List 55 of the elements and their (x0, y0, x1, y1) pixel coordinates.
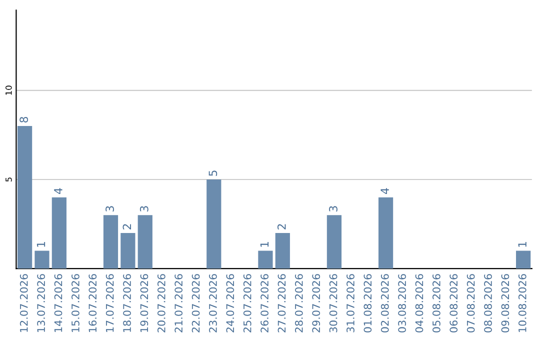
data-label: 3 (106, 206, 114, 212)
bar (52, 197, 66, 269)
data-label: 8 (20, 116, 28, 123)
x-tick-label: 29.07.2026 (312, 274, 320, 332)
x-tick-label: 02.08.2026 (380, 274, 389, 332)
x-tick-label: 14.07.2026 (54, 274, 62, 332)
x-tick-label: 09.08.2026 (501, 274, 510, 332)
x-tick-label: 17.07.2026 (106, 274, 114, 332)
data-label: 2 (122, 224, 131, 230)
x-tick-label: 30.07.2026 (329, 274, 338, 332)
data-label: 1 (518, 242, 526, 247)
x-tick-label: 22.07.2026 (192, 274, 200, 332)
data-label: 4 (380, 188, 389, 194)
x-tick-label: 24.07.2026 (226, 274, 234, 332)
x-tick-label: 31.07.2026 (346, 274, 354, 332)
x-tick-label: 27.07.2026 (278, 274, 286, 332)
data-label: 5 (208, 170, 218, 176)
data-label: 2 (277, 224, 286, 230)
x-tick-label: 21.07.2026 (174, 274, 183, 332)
bar (34, 250, 50, 269)
x-tick-label: 19.07.2026 (140, 274, 148, 332)
x-tick-label: 06.08.2026 (450, 274, 458, 332)
x-tick-label: 05.08.2026 (432, 274, 440, 332)
x-tick-label: 01.08.2026 (364, 274, 372, 332)
x-tick-label: 08.08.2026 (484, 274, 492, 332)
bar (206, 179, 222, 269)
data-label: 4 (54, 188, 62, 194)
x-tick-label: 07.08.2026 (466, 274, 475, 332)
x-tick-label: 13.07.2026 (37, 274, 46, 332)
bar (103, 215, 118, 269)
x-tick-label: 12.07.2026 (20, 274, 28, 332)
x-tick-label: 16.07.2026 (88, 274, 97, 332)
x-tick-label: 28.07.2026 (294, 274, 303, 332)
x-tick-label: 20.07.2026 (157, 274, 166, 332)
bar (120, 232, 136, 269)
x-tick-label: 23.07.2026 (209, 274, 217, 332)
bar (326, 215, 342, 269)
bar (258, 250, 273, 269)
bar (138, 215, 152, 269)
bar (378, 197, 394, 269)
bar (17, 126, 32, 269)
x-tick-label: 26.07.2026 (260, 274, 268, 332)
bar (516, 250, 531, 269)
data-label: 3 (329, 206, 338, 212)
x-tick-label: 15.07.2026 (72, 274, 80, 332)
y-tick-label: 10 (6, 86, 12, 95)
x-tick-label: 10.08.2026 (518, 274, 526, 332)
data-label: 1 (260, 242, 269, 247)
x-tick-label: 03.08.2026 (398, 274, 406, 332)
data-label: 3 (140, 206, 148, 212)
x-tick-label: 25.07.2026 (243, 274, 252, 332)
x-tick-label: 18.07.2026 (123, 274, 131, 332)
bar (275, 232, 290, 269)
x-tick-label: 04.08.2026 (415, 274, 424, 332)
data-label: 1 (36, 242, 46, 247)
